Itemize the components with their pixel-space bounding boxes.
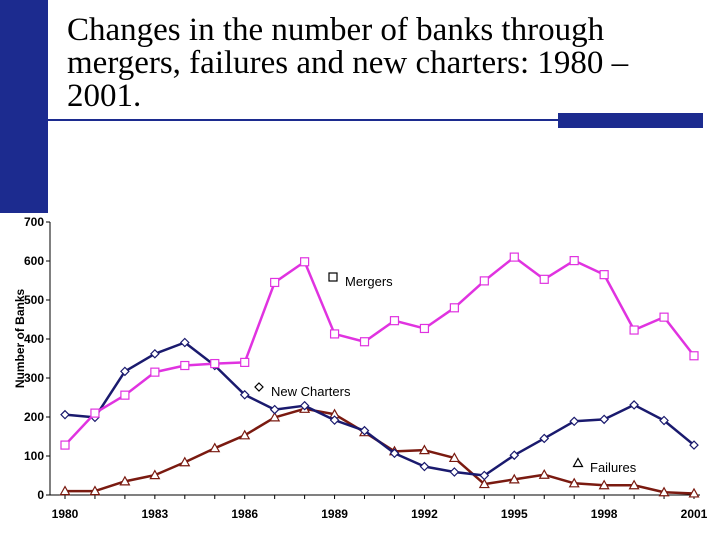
new-charters-point (359, 425, 370, 436)
mergers-point (629, 325, 639, 335)
failures-point (478, 478, 490, 489)
failures-point (688, 487, 700, 498)
mergers-point (359, 337, 370, 347)
y-tick-label: 100 (24, 449, 44, 463)
mergers-point (329, 329, 340, 339)
new-charters-point (389, 448, 400, 459)
failures-point (628, 479, 640, 490)
failures-point (239, 429, 251, 440)
failures-point (179, 456, 191, 467)
new-charters-point (449, 467, 460, 477)
y-tick-label: 300 (24, 371, 44, 385)
failures-point (209, 442, 221, 453)
x-tick-label: 1992 (411, 507, 438, 521)
y-axis-label: Number of Banks (13, 289, 27, 389)
new-charters-legend-label: New Charters (271, 384, 351, 399)
mergers-point (180, 360, 190, 371)
new-charters-point (539, 433, 550, 444)
mergers-legend-label: Mergers (345, 274, 393, 289)
failures-line (65, 407, 695, 495)
failures-point (269, 411, 281, 422)
mergers-point (659, 312, 669, 322)
mergers-point (150, 367, 160, 377)
new-charters-point (629, 400, 639, 410)
mergers-point (120, 390, 130, 400)
mergers-legend-entry: Mergers (328, 272, 393, 289)
new-charters-point (120, 366, 130, 377)
failures-point (119, 475, 131, 486)
failures-point (89, 485, 101, 496)
y-tick-label: 400 (24, 332, 44, 346)
new-charters-point (150, 348, 160, 359)
new-charters-point (659, 415, 669, 426)
title-underline-block (558, 113, 703, 128)
chart-legend-layer: Mergers New Charters Failures (254, 272, 637, 475)
new-charters-legend-marker (254, 382, 264, 392)
mergers-point (479, 276, 489, 286)
new-charters-line (64, 341, 695, 477)
mergers-point (270, 277, 280, 288)
x-tick-label: 1980 (52, 507, 79, 521)
new-charters-point (419, 461, 430, 472)
mergers-point (240, 357, 250, 367)
x-tick-label: 1986 (231, 507, 258, 521)
failures-point (418, 444, 430, 455)
mergers-point (509, 252, 519, 262)
failures-point (658, 486, 670, 497)
decorative-left-bar (0, 0, 48, 213)
mergers-series (60, 252, 699, 450)
failures-point (508, 473, 520, 484)
new-charters-point (269, 404, 280, 415)
y-tick-label: 500 (24, 293, 44, 307)
failures-legend-marker (572, 457, 584, 468)
x-tick-label: 1998 (591, 507, 618, 521)
mergers-legend-marker (328, 272, 338, 282)
failures-point (538, 468, 550, 479)
mergers-point (539, 274, 549, 284)
new-charters-point (239, 389, 250, 400)
mergers-point (60, 440, 70, 450)
y-tick-label: 600 (24, 254, 44, 268)
mergers-point (90, 408, 100, 418)
failures-point (598, 479, 610, 490)
failures-legend-entry: Failures (572, 457, 637, 475)
y-tick-label: 700 (24, 215, 44, 229)
new-charters-point (329, 415, 340, 425)
new-charters-point (299, 400, 310, 411)
new-charters-point (179, 337, 190, 348)
mergers-point (300, 257, 310, 267)
mergers-point (449, 303, 459, 313)
new-charters-point (599, 414, 609, 425)
x-tick-label: 2001 (681, 507, 708, 521)
y-tick-label: 0 (37, 488, 44, 502)
new-charters-point (509, 450, 520, 461)
new-charters-series (60, 337, 699, 481)
x-tick-label: 1983 (142, 507, 169, 521)
failures-point (59, 485, 71, 496)
mergers-line (64, 255, 695, 446)
chart-axes: 0 100 200 300 400 500 600 700 1980 1983 1986 1989 19… (13, 215, 708, 521)
x-tick-label: 1995 (501, 507, 528, 521)
new-charters-point (479, 470, 490, 481)
mergers-point (569, 256, 579, 266)
mergers-point (599, 270, 609, 280)
y-tick-label: 200 (24, 410, 44, 424)
failures-point (149, 469, 161, 480)
chart-series-layer (59, 252, 700, 498)
failures-point (568, 477, 580, 488)
new-charters-legend-entry: New Charters (254, 382, 351, 399)
mergers-point (689, 351, 699, 361)
mergers-point (389, 316, 400, 326)
title-underline (0, 119, 558, 121)
mergers-point (210, 358, 220, 369)
slide-title: Changes in the number of banks through m… (67, 12, 629, 114)
failures-legend-label: Failures (590, 460, 637, 475)
new-charters-point (569, 416, 580, 427)
new-charters-point (689, 440, 699, 450)
x-tick-label: 1989 (321, 507, 348, 521)
new-charters-point (60, 409, 70, 420)
failures-point (448, 452, 460, 463)
mergers-point (419, 323, 430, 334)
